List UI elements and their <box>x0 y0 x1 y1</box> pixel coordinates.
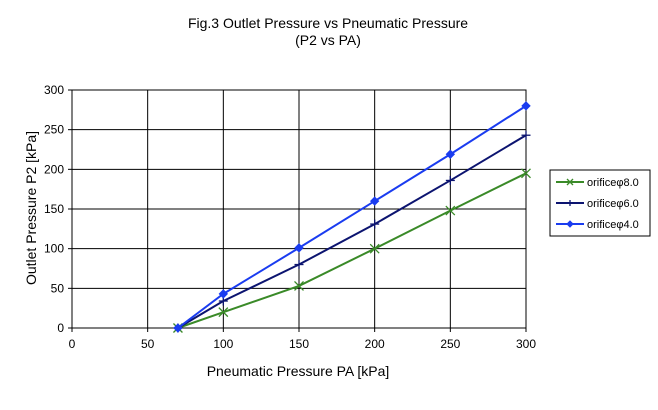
y-tick-label: 300 <box>44 83 64 97</box>
series-0-point <box>294 280 304 291</box>
y-tick-label: 250 <box>44 123 64 137</box>
legend-label: orificeφ4.0 <box>587 219 639 231</box>
series-0-point-stroke <box>294 280 304 291</box>
legend-swatch-marker <box>567 200 573 206</box>
series-2-point <box>294 243 304 253</box>
series-2-point <box>173 323 183 333</box>
series-0-point <box>445 205 456 216</box>
y-tick-label: 150 <box>44 202 64 216</box>
legend: orificeφ8.0 orificeφ6.0 orificeφ4.0 <box>549 169 651 237</box>
y-axis-label: Outlet Pressure P2 [kPa] <box>23 131 39 285</box>
series-2-point <box>218 289 229 299</box>
series-line-0 <box>177 172 527 329</box>
legend-label: orificeφ6.0 <box>587 198 639 210</box>
series-1-point <box>521 130 531 140</box>
legend-swatch-marker-stroke <box>566 178 574 186</box>
series-1-point <box>370 219 380 229</box>
legend-label: orificeφ8.0 <box>587 177 639 189</box>
x-tick-label: 300 <box>516 337 536 351</box>
y-tick-label: 50 <box>51 281 65 295</box>
series-0-point <box>521 168 531 179</box>
legend-swatch-marker <box>566 178 574 186</box>
x-tick-label: 100 <box>213 337 233 351</box>
series-line-1 <box>177 134 527 329</box>
series-0-point <box>218 307 229 318</box>
y-tick-label: 100 <box>44 242 64 256</box>
x-tick-label: 50 <box>141 337 155 351</box>
series-0-point-stroke <box>218 307 229 318</box>
chart-subtitle: (P2 vs PA) <box>295 32 361 48</box>
series-1-point <box>445 175 455 185</box>
x-tick-label: 200 <box>365 337 385 351</box>
x-tick-label: 250 <box>440 337 460 351</box>
series-1-point <box>294 260 304 270</box>
series-2-point <box>369 196 380 206</box>
y-tick-label: 200 <box>44 162 64 176</box>
chart-title: Fig.3 Outlet Pressure vs Pneumatic Press… <box>188 15 468 31</box>
x-tick-label: 0 <box>69 337 76 351</box>
series-0-point-stroke <box>369 243 380 254</box>
series-0-point-stroke <box>445 205 456 216</box>
x-tick-label: 150 <box>289 337 309 351</box>
series-2-point <box>521 101 531 111</box>
legend-swatch-marker <box>566 220 574 228</box>
series-0-point <box>369 243 380 254</box>
series-2-point <box>445 149 456 159</box>
y-tick-label: 0 <box>57 321 64 335</box>
series-line-2 <box>177 105 527 329</box>
series-0-point-stroke <box>521 168 531 179</box>
plot-area: 0 50 100 150 200 250 300 0 50 100 150 200 250 300 <box>44 83 536 351</box>
x-axis-label: Pneumatic Pressure PA [kPa] <box>207 363 390 379</box>
